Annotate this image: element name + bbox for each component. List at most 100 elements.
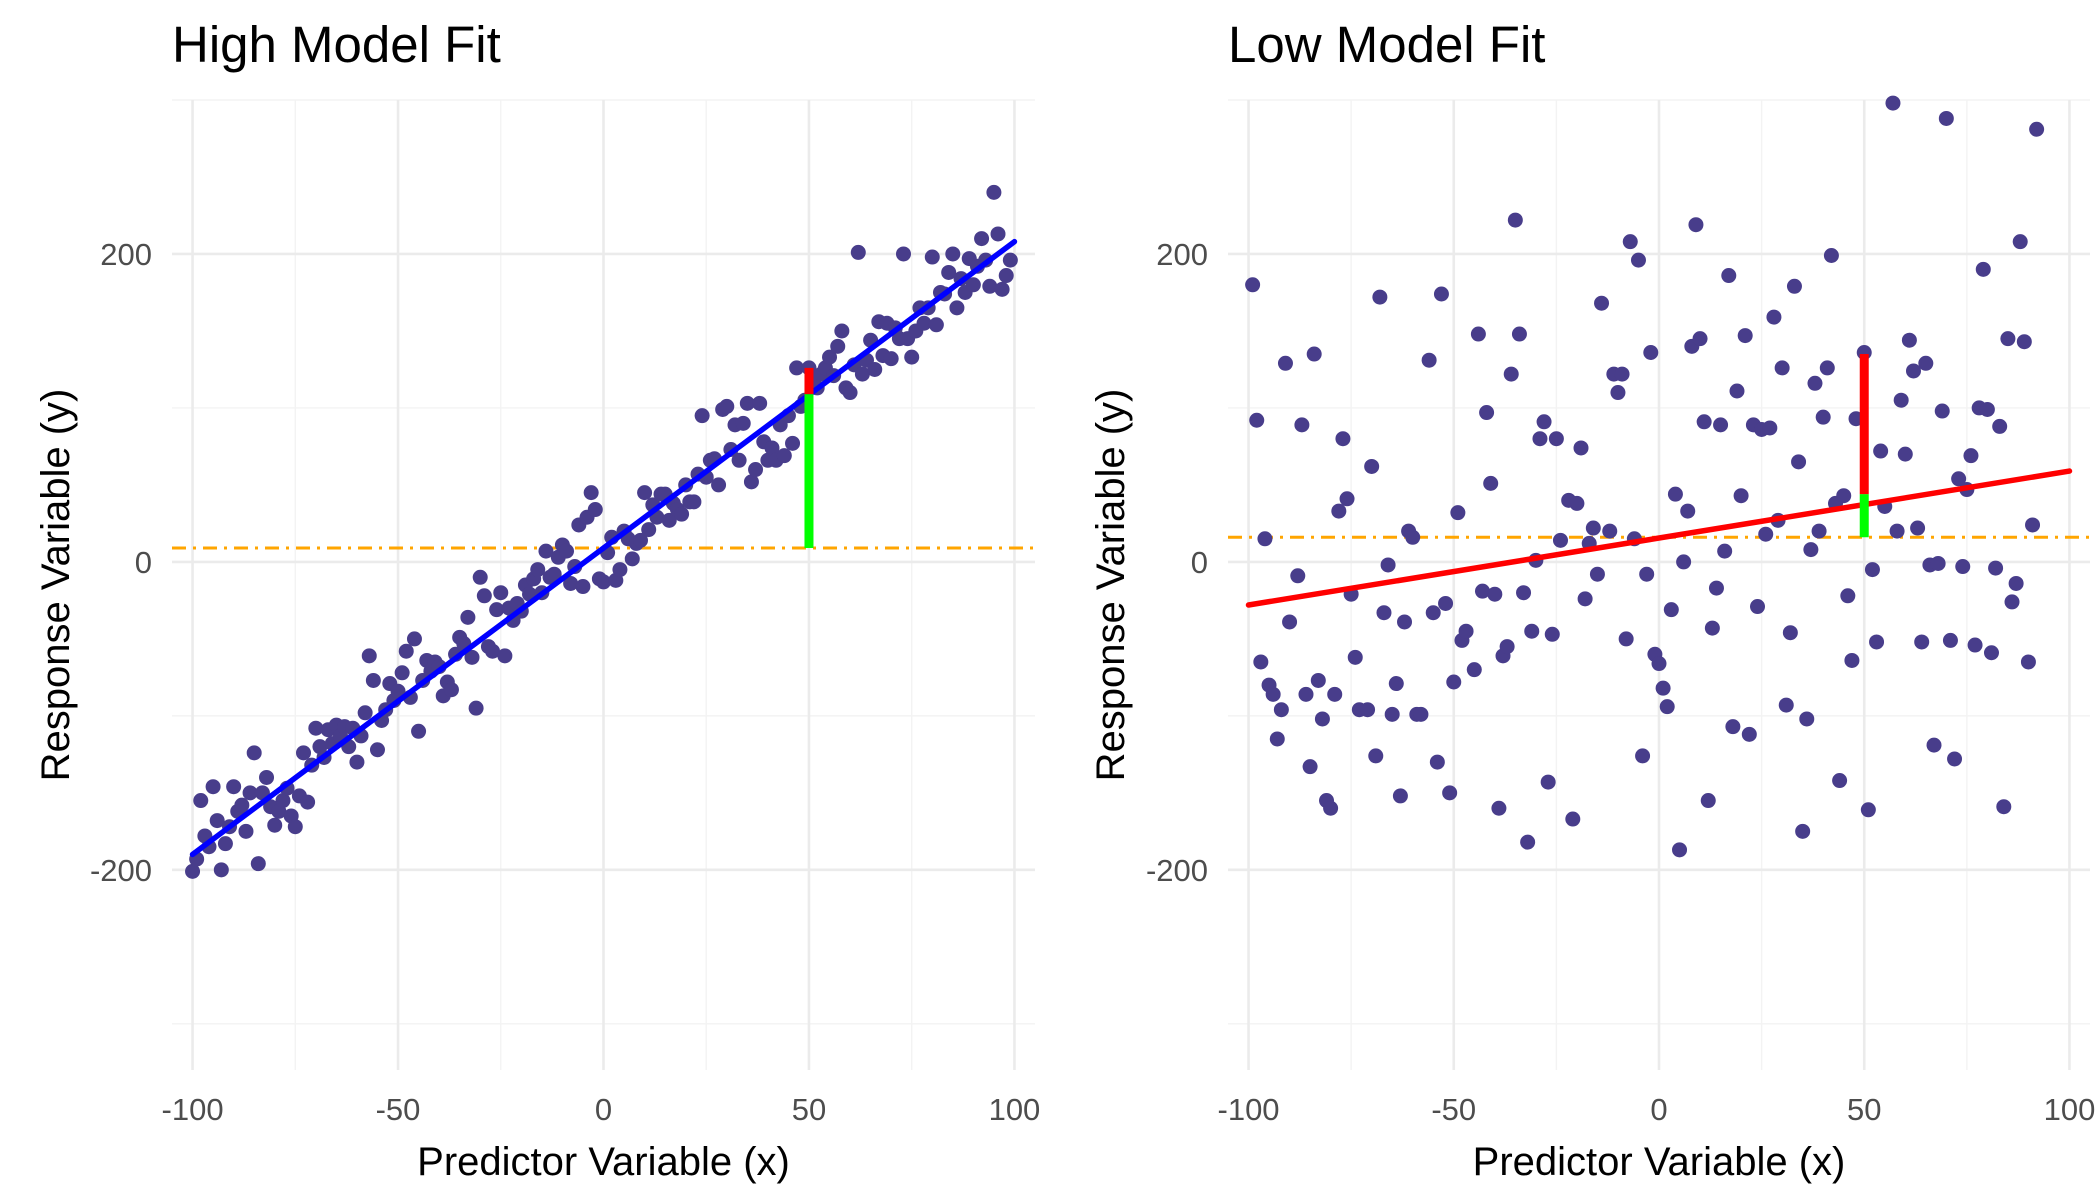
data-point (2005, 594, 2020, 609)
data-point (1734, 488, 1749, 503)
data-point (1331, 504, 1346, 519)
y-tick-label: 0 (135, 545, 152, 580)
data-point (1504, 367, 1519, 382)
data-point (1303, 759, 1318, 774)
data-point (1783, 625, 1798, 640)
data-point (2009, 576, 2024, 591)
data-point (1631, 253, 1646, 268)
data-point (2017, 334, 2032, 349)
data-point (1693, 331, 1708, 346)
data-point (1787, 279, 1802, 294)
data-point (366, 673, 381, 688)
data-point (974, 231, 989, 246)
data-point (1664, 602, 1679, 617)
data-point (214, 862, 229, 877)
data-point (1491, 801, 1506, 816)
data-point (945, 246, 960, 261)
data-point (949, 300, 964, 315)
x-tick-label: 0 (595, 1092, 612, 1127)
data-point (1688, 217, 1703, 232)
data-point (1257, 531, 1272, 546)
data-point (1282, 614, 1297, 629)
data-point (460, 610, 475, 625)
data-point (1594, 296, 1609, 311)
data-point (686, 494, 701, 509)
data-point (674, 507, 689, 522)
chart-title: High Model Fit (172, 16, 501, 73)
data-point (1270, 731, 1285, 746)
data-point (1278, 356, 1293, 371)
data-point (1586, 521, 1601, 536)
data-point (1660, 699, 1675, 714)
data-point (1364, 459, 1379, 474)
data-point (267, 818, 282, 833)
data-point (1569, 496, 1584, 511)
data-point (1590, 567, 1605, 582)
data-point (1791, 454, 1806, 469)
data-point (785, 436, 800, 451)
data-point (1824, 248, 1839, 263)
data-point (1955, 559, 1970, 574)
data-point (732, 453, 747, 468)
data-point (1298, 687, 1313, 702)
data-point (1340, 491, 1355, 506)
data-point (1988, 561, 2003, 576)
data-point (247, 745, 262, 760)
y-tick-label: -200 (1146, 853, 1208, 888)
data-point (830, 339, 845, 354)
data-point (584, 485, 599, 500)
data-point (1861, 802, 1876, 817)
data-points (1245, 96, 2044, 858)
data-point (1253, 654, 1268, 669)
x-tick-label: 100 (989, 1092, 1041, 1127)
data-point (1869, 634, 1884, 649)
data-point (1524, 624, 1539, 639)
data-point (1820, 360, 1835, 375)
data-point (1565, 812, 1580, 827)
data-point (1249, 413, 1264, 428)
data-point (1422, 353, 1437, 368)
data-point (1738, 328, 1753, 343)
data-point (1652, 656, 1667, 671)
data-point (1927, 738, 1942, 753)
x-axis-title: Predictor Variable (x) (417, 1140, 790, 1184)
data-point (238, 824, 253, 839)
data-point (1512, 327, 1527, 342)
data-point (1898, 447, 1913, 462)
data-point (193, 793, 208, 808)
data-point (1500, 639, 1515, 654)
data-point (1266, 687, 1281, 702)
x-tick-label: 50 (792, 1092, 826, 1127)
data-point (1799, 711, 1814, 726)
data-point (1918, 356, 1933, 371)
data-point (2013, 234, 2028, 249)
data-point (1816, 410, 1831, 425)
data-point (1996, 799, 2011, 814)
data-point (843, 385, 858, 400)
data-point (719, 399, 734, 414)
data-point (2000, 331, 2015, 346)
data-point (1479, 405, 1494, 420)
data-point (1840, 588, 1855, 603)
data-point (2025, 517, 2040, 532)
x-tick-label: 0 (1650, 1092, 1667, 1127)
data-point (1516, 585, 1531, 600)
data-point (999, 268, 1014, 283)
data-point (1885, 96, 1900, 111)
data-point (1890, 524, 1905, 539)
data-point (1931, 556, 1946, 571)
data-point (1807, 376, 1822, 391)
data-point (1430, 755, 1445, 770)
data-point (1376, 605, 1391, 620)
data-point (1779, 698, 1794, 713)
data-point (1725, 719, 1740, 734)
data-point (1438, 596, 1453, 611)
data-point (1717, 544, 1732, 559)
data-point (1413, 707, 1428, 722)
data-point (1935, 404, 1950, 419)
data-point (1656, 681, 1671, 696)
data-point (1520, 835, 1535, 850)
data-point (1471, 327, 1486, 342)
